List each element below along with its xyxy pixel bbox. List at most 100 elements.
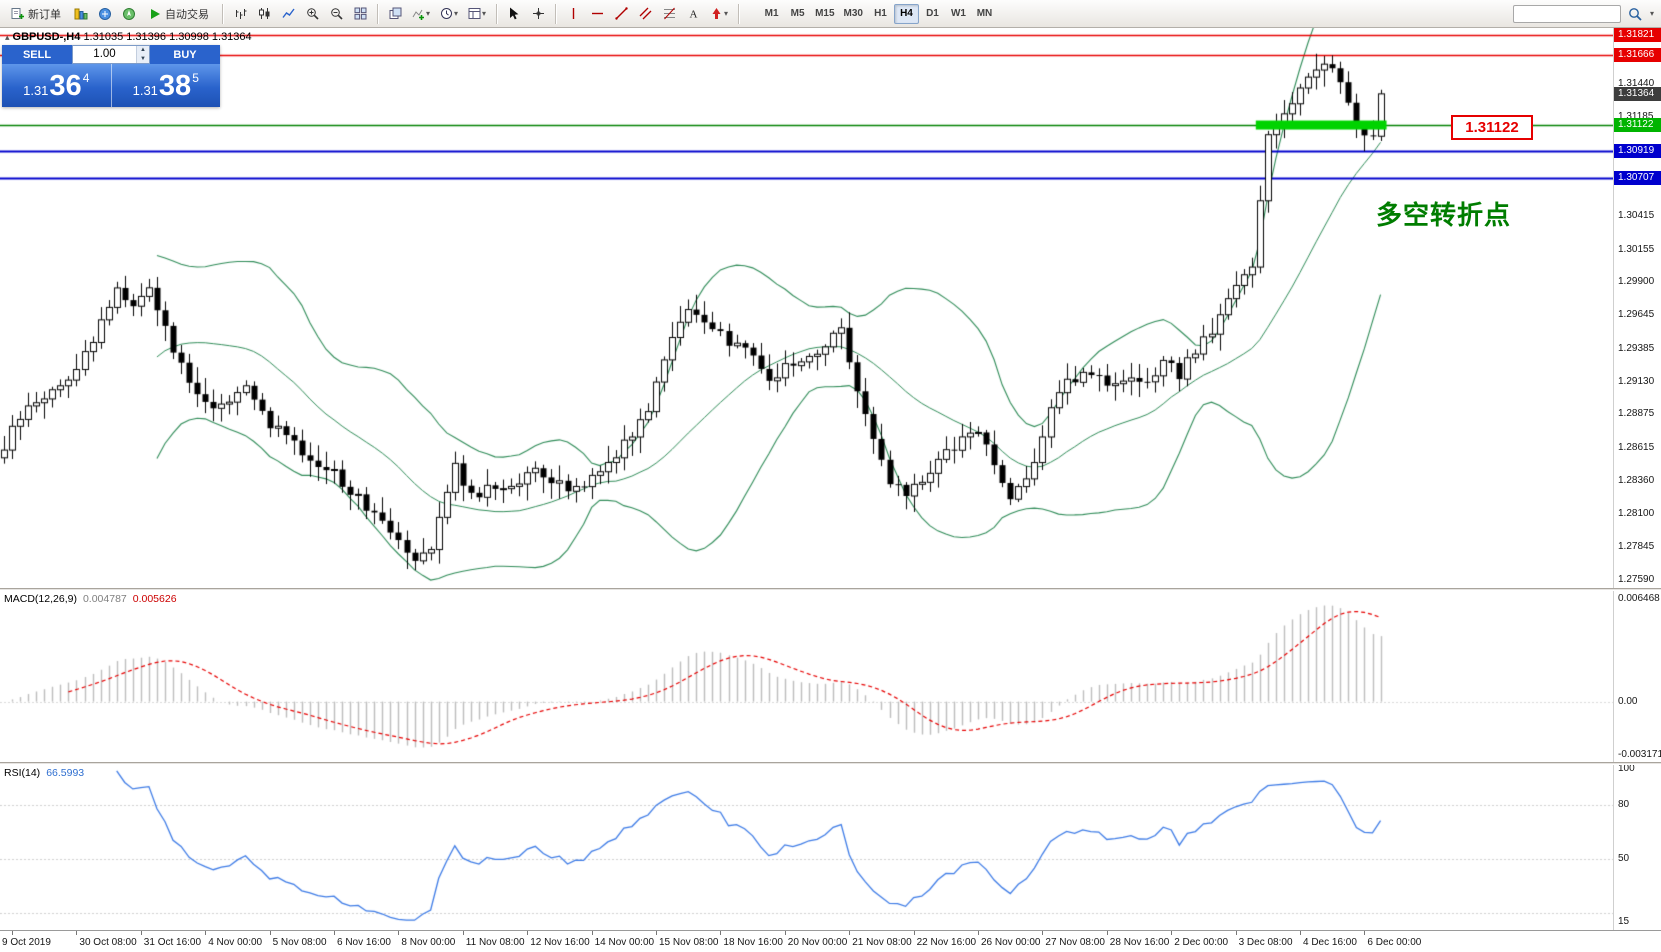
crosshair-icon	[532, 8, 544, 19]
volume-value[interactable]: 1.00	[93, 48, 116, 60]
cascade-windows-button[interactable]	[384, 3, 406, 25]
timeframe-button-h1[interactable]: H1	[874, 8, 887, 19]
time-axis-tick	[1235, 931, 1237, 935]
channel-button[interactable]	[634, 3, 656, 25]
cascade-windows-icon	[389, 7, 401, 19]
main-chart-canvas[interactable]	[0, 28, 1613, 588]
search-caret-icon[interactable]: ▾	[1649, 9, 1654, 18]
fibonacci-button[interactable]	[658, 3, 680, 25]
timeframe-button-d1[interactable]: D1	[926, 8, 939, 19]
indicators-icon	[412, 7, 425, 20]
volume-stepper[interactable]: ▲ ▼	[136, 46, 149, 63]
line-chart-button[interactable]	[277, 3, 299, 25]
market-watch-icon	[74, 8, 88, 19]
buy-price-button[interactable]: 1.31 38 5	[112, 64, 221, 107]
volume-field[interactable]: 1.00 ▲ ▼	[72, 45, 150, 64]
templates-button[interactable]: ▾	[464, 3, 490, 25]
macd-signal-value: 0.005626	[132, 593, 177, 605]
line-chart-icon	[281, 8, 295, 18]
rsi-canvas[interactable]	[0, 765, 1613, 930]
price-scale-label: 1.27845	[1618, 541, 1655, 553]
candlestick-chart-button[interactable]	[253, 3, 275, 25]
time-axis-label: 21 Nov 08:00	[852, 937, 912, 948]
price-scale-label: 1.30415	[1618, 210, 1655, 222]
price-scale-label: 1.29900	[1618, 276, 1655, 288]
price-level-label[interactable]: 1.31122	[1451, 115, 1533, 140]
rsi-scale-label: 80	[1618, 799, 1630, 810]
price-scale[interactable]: 1.31440 1.31185 1.30415 1.30155 1.29900 1.296…	[1613, 28, 1661, 930]
search-input[interactable]	[1512, 4, 1621, 23]
zoom-out-button[interactable]	[325, 3, 347, 25]
one-click-trade-panel: SELL 1.00 ▲ ▼ BUY 1.31 36 4 1.31	[2, 45, 220, 107]
timeframe-button-mn[interactable]: MN	[976, 8, 993, 19]
periods-button[interactable]: ▾	[436, 3, 462, 25]
crosshair-button[interactable]	[527, 3, 549, 25]
horizontal-line-button[interactable]	[586, 3, 608, 25]
zoom-in-button[interactable]	[301, 3, 323, 25]
search-button[interactable]	[1624, 3, 1646, 25]
tile-windows-button[interactable]	[349, 3, 371, 25]
macd-scale-max: 0.006468	[1618, 593, 1660, 604]
rsi-scale-label: 100	[1618, 763, 1635, 774]
macd-canvas[interactable]	[0, 591, 1613, 762]
price-scale-label: 1.29385	[1618, 342, 1655, 354]
pane-splitter[interactable]	[0, 588, 1661, 591]
zoom-out-icon	[330, 8, 343, 20]
vertical-line-icon	[572, 8, 574, 19]
timeframe-button-m1[interactable]: M1	[764, 8, 779, 19]
cursor-button[interactable]	[503, 3, 525, 25]
buy-header-button[interactable]: BUY	[150, 45, 220, 64]
trendline-button[interactable]	[610, 3, 632, 25]
sell-header-button[interactable]: SELL	[2, 45, 72, 64]
navigator-button[interactable]	[118, 3, 140, 25]
price-scale-label: 1.28360	[1618, 474, 1655, 486]
chart-ohlc-values: 1.31035 1.31396 1.30998 1.31364	[83, 31, 252, 43]
time-axis-label: 8 Nov 00:00	[401, 937, 456, 948]
price-scale-label: 1.30155	[1618, 243, 1655, 255]
time-axis-tick	[398, 931, 400, 935]
price-badge: 1.31821	[1614, 28, 1661, 42]
timeframe-button-w1[interactable]: W1	[950, 8, 966, 19]
sell-price-sup: 4	[82, 71, 90, 85]
time-axis-tick	[1171, 931, 1173, 935]
text-tool-button[interactable]: A	[682, 3, 704, 25]
time-axis-tick	[1300, 931, 1301, 935]
arrows-tool-button[interactable]: ▾	[706, 3, 732, 25]
timeframe-button-h4[interactable]: H4	[893, 3, 919, 24]
time-axis-tick	[1042, 931, 1044, 935]
dropdown-caret-icon: ▾	[426, 9, 431, 18]
tile-windows-icon	[354, 7, 366, 20]
data-window-button[interactable]	[94, 3, 116, 25]
time-axis-label: 11 Nov 08:00	[465, 937, 525, 948]
time-axis-tick	[140, 931, 142, 935]
volume-down-icon[interactable]: ▼	[137, 54, 149, 63]
toolbar-separator	[496, 3, 498, 24]
time-axis-label: 2 Dec 00:00	[1174, 937, 1229, 948]
timeframe-button-m30[interactable]: M30	[843, 8, 863, 19]
timeframe-button-m5[interactable]: M5	[790, 8, 805, 19]
trade-panel-divider	[110, 64, 112, 107]
price-scale-label: 1.28615	[1618, 441, 1655, 453]
new-order-label: 新订单	[28, 8, 61, 21]
chart-annotation-text[interactable]: 多空转折点	[1376, 200, 1512, 230]
volume-up-icon[interactable]: ▲	[137, 46, 149, 55]
price-badge: 1.31666	[1614, 47, 1661, 62]
sell-price-button[interactable]: 1.31 36 4	[2, 64, 111, 107]
price-scale-label: 1.28875	[1618, 408, 1655, 420]
autotrading-button[interactable]: 自动交易	[142, 3, 216, 25]
price-badge: 1.30707	[1614, 171, 1661, 186]
timeframe-button-m15[interactable]: M15	[815, 8, 835, 19]
new-order-button[interactable]: 新订单	[4, 3, 68, 25]
pane-splitter[interactable]	[0, 762, 1661, 765]
time-axis-tick	[462, 931, 464, 935]
templates-icon	[468, 7, 481, 20]
time-axis-tick	[12, 931, 13, 935]
macd-pane: MACD(12,26,9) 0.004787 0.005626	[0, 591, 1613, 762]
time-axis[interactable]: 9 Oct 2019 30 Oct 08:00 31 Oct 16:00 4 Nov …	[0, 930, 1661, 952]
sell-price-pips: 36	[49, 69, 82, 102]
bar-chart-button[interactable]	[229, 3, 251, 25]
indicators-button[interactable]: ▾	[408, 3, 434, 25]
time-axis-label: 12 Nov 16:00	[530, 937, 590, 948]
vertical-line-button[interactable]	[562, 3, 584, 25]
market-watch-button[interactable]	[70, 3, 92, 25]
